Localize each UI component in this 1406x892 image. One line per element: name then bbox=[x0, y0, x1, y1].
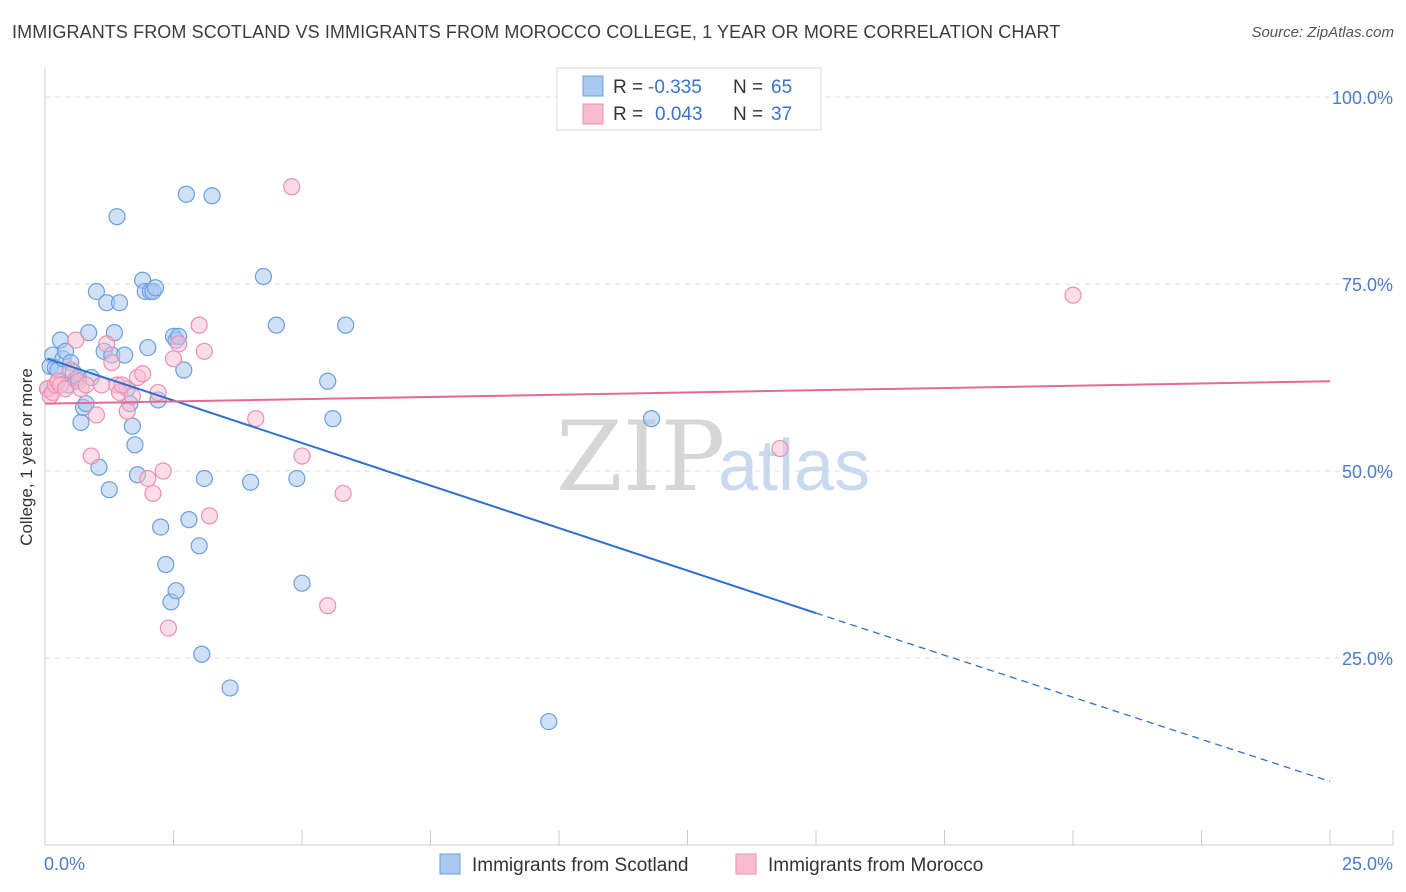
stats-n-value-morocco: 37 bbox=[771, 104, 792, 125]
point-scotland bbox=[254, 267, 273, 286]
point-morocco bbox=[190, 316, 208, 334]
stats-r-label-morocco: R = bbox=[613, 104, 643, 125]
point-scotland bbox=[324, 410, 342, 428]
grid-lines bbox=[45, 96, 1393, 659]
legend-label-morocco: Immigrants from Morocco bbox=[768, 855, 983, 876]
point-scotland bbox=[157, 555, 175, 574]
point-morocco bbox=[87, 406, 106, 424]
trend-line-scotland-extrapolated bbox=[815, 612, 1331, 783]
x-tick-label: 0.0% bbox=[44, 854, 85, 874]
point-scotland bbox=[203, 187, 221, 205]
stats-n-label-morocco: N = bbox=[733, 104, 763, 125]
point-morocco bbox=[200, 507, 219, 525]
legend: Immigrants from Scotland Immigrants from… bbox=[439, 853, 983, 876]
point-scotland bbox=[167, 582, 185, 600]
axes bbox=[44, 68, 1394, 846]
point-morocco bbox=[144, 484, 162, 503]
point-scotland bbox=[193, 645, 211, 663]
point-morocco bbox=[113, 376, 131, 394]
point-morocco bbox=[103, 353, 121, 372]
point-scotland bbox=[337, 316, 355, 334]
point-morocco bbox=[139, 469, 157, 488]
x-tick-labels: 0.0% 25.0% bbox=[44, 854, 1393, 874]
y-tick-label: 100.0% bbox=[1332, 88, 1393, 108]
point-scotland bbox=[100, 481, 118, 499]
point-scotland bbox=[293, 574, 311, 592]
point-scotland bbox=[540, 712, 558, 731]
point-scotland bbox=[110, 294, 129, 312]
point-morocco bbox=[82, 447, 100, 465]
stats-r-value-morocco: 0.043 bbox=[655, 104, 703, 125]
y-tick-label: 75.0% bbox=[1342, 275, 1393, 295]
point-scotland bbox=[242, 473, 260, 491]
x-tick-label: 25.0% bbox=[1342, 854, 1393, 874]
point-morocco bbox=[334, 484, 352, 503]
point-morocco bbox=[319, 597, 337, 615]
y-tick-labels: 25.0% 50.0% 75.0% 100.0% bbox=[1332, 88, 1393, 669]
series-morocco-points bbox=[38, 178, 1082, 637]
point-morocco bbox=[67, 331, 85, 349]
y-tick-label: 25.0% bbox=[1342, 649, 1393, 669]
point-morocco bbox=[247, 410, 265, 428]
point-scotland bbox=[267, 316, 285, 334]
stats-n-value-scotland: 65 bbox=[771, 77, 792, 98]
point-morocco bbox=[283, 178, 301, 196]
point-scotland bbox=[139, 338, 157, 357]
point-scotland bbox=[642, 410, 661, 428]
stats-swatch-morocco bbox=[582, 103, 604, 125]
point-scotland bbox=[319, 372, 337, 390]
point-scotland bbox=[180, 511, 198, 529]
point-scotland bbox=[80, 324, 98, 342]
legend-label-scotland: Immigrants from Scotland bbox=[472, 855, 688, 876]
point-scotland bbox=[221, 679, 239, 697]
stats-r-label-scotland: R = bbox=[613, 77, 643, 98]
point-morocco bbox=[1064, 286, 1082, 304]
point-morocco bbox=[118, 402, 136, 420]
legend-swatch-scotland bbox=[439, 853, 461, 875]
point-scotland bbox=[152, 518, 170, 536]
stats-box: R = -0.335 N = 65 R = 0.043 N = 37 bbox=[556, 67, 822, 131]
point-morocco bbox=[77, 376, 95, 394]
y-axis-label: College, 1 year or more bbox=[17, 368, 36, 546]
point-scotland bbox=[116, 346, 134, 364]
stats-swatch-scotland bbox=[582, 75, 604, 97]
trend-line-morocco bbox=[44, 380, 1331, 405]
point-morocco bbox=[123, 387, 141, 405]
trend-lines bbox=[44, 357, 1331, 783]
point-morocco bbox=[771, 439, 789, 458]
point-scotland bbox=[288, 469, 306, 488]
point-morocco bbox=[164, 350, 183, 368]
point-morocco bbox=[154, 462, 172, 480]
legend-swatch-morocco bbox=[735, 853, 757, 875]
point-morocco bbox=[170, 335, 188, 353]
point-morocco bbox=[98, 335, 116, 353]
point-scotland bbox=[146, 279, 165, 297]
point-scotland bbox=[190, 537, 208, 555]
point-morocco bbox=[134, 365, 152, 383]
stats-r-value-scotland: -0.335 bbox=[648, 77, 702, 98]
point-morocco bbox=[195, 342, 213, 360]
point-scotland bbox=[126, 436, 144, 454]
stats-n-label-scotland: N = bbox=[733, 77, 763, 98]
watermark-zip: ZIP bbox=[556, 401, 725, 513]
point-scotland bbox=[87, 282, 106, 301]
chart-title: IMMIGRANTS FROM SCOTLAND VS IMMIGRANTS F… bbox=[12, 22, 1061, 42]
point-scotland bbox=[123, 417, 141, 435]
point-scotland bbox=[195, 469, 213, 488]
source-label: Source: ZipAtlas.com bbox=[1251, 24, 1394, 41]
point-scotland bbox=[72, 413, 90, 431]
point-morocco bbox=[159, 619, 177, 637]
y-tick-label: 50.0% bbox=[1342, 462, 1393, 482]
point-morocco bbox=[293, 447, 311, 465]
watermark-atlas: atlas bbox=[718, 426, 870, 506]
point-scotland bbox=[175, 361, 193, 379]
point-scotland bbox=[108, 208, 126, 226]
point-scotland bbox=[177, 185, 195, 203]
